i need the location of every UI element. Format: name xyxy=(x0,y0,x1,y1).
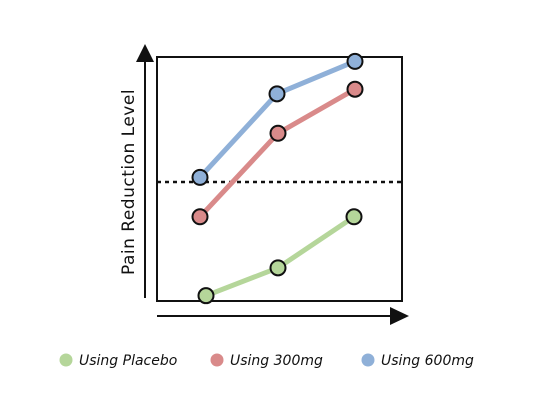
data-point-s2-p0 xyxy=(191,168,209,186)
series-layer xyxy=(191,52,364,305)
data-point-s1-p2 xyxy=(346,80,364,98)
data-point-s1-p0 xyxy=(191,208,209,226)
legend-item-2: Using 600mg xyxy=(361,353,474,369)
legend-label-2: Using 600mg xyxy=(381,353,474,369)
legend-label-0: Using Placebo xyxy=(79,353,177,369)
data-point-s2-p1 xyxy=(268,85,286,103)
legend: Using Placebo Using 300mg Using 600mg xyxy=(59,353,474,369)
y-axis-label: Pain Reduction Level xyxy=(119,89,139,275)
y-axis-arrowhead xyxy=(136,44,154,62)
legend-swatch-2 xyxy=(361,353,375,367)
legend-swatch-0 xyxy=(59,353,73,367)
legend-label-1: Using 300mg xyxy=(230,353,323,369)
legend-item-0: Using Placebo xyxy=(59,353,177,369)
data-point-s0-p1 xyxy=(269,259,287,277)
data-point-s0-p2 xyxy=(345,208,363,226)
data-point-s2-p2 xyxy=(346,52,364,70)
legend-item-1: Using 300mg xyxy=(210,353,323,369)
legend-swatch-1 xyxy=(210,353,224,367)
data-point-s1-p1 xyxy=(269,124,287,142)
x-axis-arrowhead xyxy=(390,307,409,325)
data-point-s0-p0 xyxy=(197,287,215,305)
